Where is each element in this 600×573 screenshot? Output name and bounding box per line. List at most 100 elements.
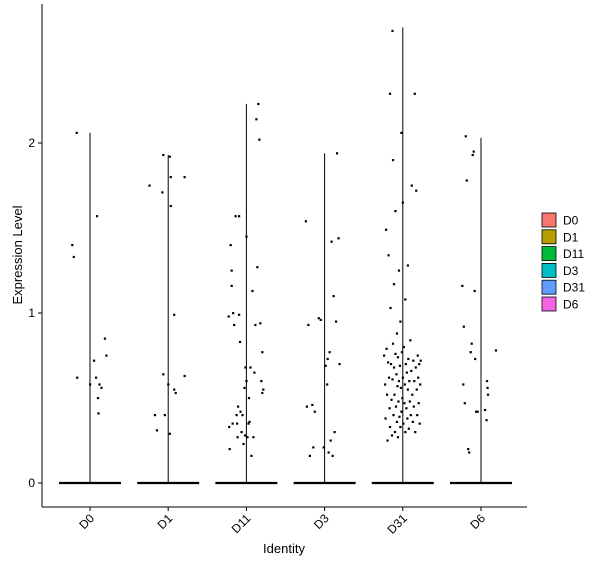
data-point: [234, 215, 237, 218]
data-point: [162, 153, 165, 157]
data-point: [418, 422, 421, 425]
data-point: [183, 374, 186, 378]
data-point: [247, 422, 250, 425]
violin-d0: [59, 132, 121, 485]
data-point: [169, 176, 172, 179]
data-point: [486, 386, 489, 389]
data-point: [98, 383, 101, 386]
data-point: [394, 210, 397, 213]
data-point: [253, 371, 256, 374]
data-point: [470, 342, 473, 345]
data-point: [246, 436, 249, 439]
data-point: [416, 414, 419, 417]
data-point: [405, 371, 408, 374]
data-point: [258, 138, 261, 141]
data-point: [400, 131, 403, 134]
data-point: [173, 313, 176, 316]
data-point: [399, 320, 402, 323]
data-point: [243, 386, 246, 389]
data-point: [395, 373, 398, 376]
y-axis-title: Expression Level: [10, 205, 25, 304]
data-point: [383, 383, 387, 386]
data-point: [403, 402, 406, 405]
data-point: [71, 244, 74, 247]
data-point: [237, 313, 241, 316]
data-point: [407, 427, 410, 430]
data-point: [390, 434, 394, 437]
data-point: [245, 235, 248, 238]
data-point: [411, 420, 414, 423]
data-point: [392, 366, 396, 369]
data-point: [249, 366, 252, 369]
data-point: [333, 431, 336, 434]
x-tick-label: D31: [384, 511, 410, 537]
data-point: [252, 436, 255, 439]
data-point: [72, 255, 75, 259]
data-point: [396, 356, 400, 359]
data-point: [248, 420, 251, 423]
data-point: [236, 436, 239, 439]
data-point: [485, 419, 488, 422]
data-point: [232, 312, 235, 315]
data-point: [229, 244, 232, 247]
data-point: [305, 405, 308, 408]
data-point: [407, 357, 410, 361]
violins: [59, 27, 512, 485]
data-point: [394, 405, 398, 408]
data-point: [332, 295, 335, 298]
legend-label: D31: [563, 281, 585, 295]
data-point: [402, 422, 405, 425]
data-point: [256, 266, 259, 269]
x-tick-label: D0: [76, 511, 97, 532]
violin-d1: [137, 154, 200, 485]
x-tick-label: D6: [467, 511, 488, 532]
data-point: [405, 407, 408, 410]
points-d0: [71, 131, 108, 415]
data-point: [169, 204, 172, 208]
data-point: [242, 442, 245, 446]
legend-key-d3: [541, 262, 557, 278]
data-point: [322, 446, 325, 449]
data-point: [410, 184, 413, 187]
data-point: [163, 414, 166, 417]
data-point: [473, 289, 476, 293]
data-point: [240, 431, 243, 434]
legend-key-d6: [541, 296, 557, 312]
points-d1: [148, 153, 186, 435]
axes: 0 1 2 D0 D1 D11 D3 D31 D6: [28, 4, 527, 537]
data-point: [75, 131, 78, 134]
data-point: [251, 289, 254, 293]
data-point: [390, 398, 393, 401]
data-point: [463, 402, 466, 405]
data-point: [389, 363, 393, 366]
data-point: [387, 376, 391, 379]
legend-label: D11: [563, 247, 584, 261]
data-point: [404, 298, 407, 301]
y-tick-label: 1: [28, 306, 35, 320]
data-point: [173, 388, 176, 391]
points-d11: [227, 102, 265, 457]
legend-label: D3: [563, 264, 579, 278]
data-point: [465, 179, 468, 182]
data-point: [414, 366, 417, 369]
data-point: [312, 446, 315, 449]
data-point: [94, 376, 98, 379]
data-point: [474, 357, 477, 361]
data-point: [161, 191, 164, 194]
data-point: [259, 322, 262, 325]
data-point: [415, 388, 418, 391]
data-point: [471, 153, 474, 157]
data-point: [97, 412, 100, 415]
data-point: [391, 159, 395, 162]
data-point: [409, 414, 412, 417]
data-point: [400, 351, 404, 354]
data-point: [155, 429, 159, 432]
data-point: [406, 264, 409, 267]
data-point: [250, 454, 253, 457]
data-point: [244, 366, 247, 369]
legend-label: D6: [563, 298, 579, 312]
data-point: [396, 385, 399, 388]
data-point: [168, 432, 171, 435]
legend: D0 D1 D11 D3 D31 D6: [541, 212, 585, 312]
